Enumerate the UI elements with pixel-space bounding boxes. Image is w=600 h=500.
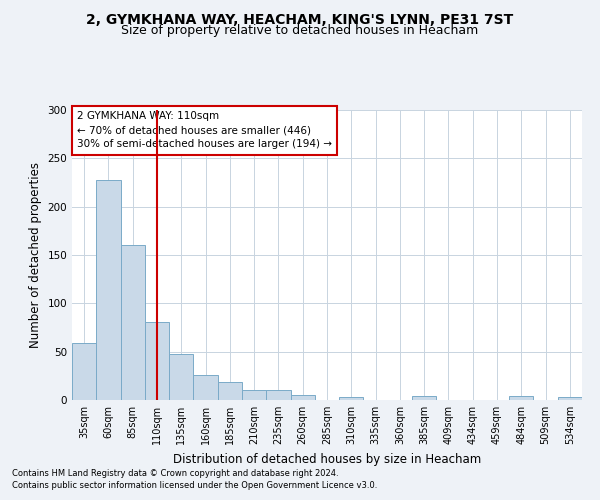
Bar: [145, 322, 169, 400]
Bar: [72, 343, 96, 400]
Bar: [96, 180, 121, 400]
Bar: [121, 246, 145, 400]
Bar: [169, 354, 193, 400]
Text: 2, GYMKHANA WAY, HEACHAM, KING'S LYNN, PE31 7ST: 2, GYMKHANA WAY, HEACHAM, KING'S LYNN, P…: [86, 12, 514, 26]
Bar: [218, 382, 242, 400]
Y-axis label: Number of detached properties: Number of detached properties: [29, 162, 42, 348]
Bar: [412, 396, 436, 400]
Text: Contains public sector information licensed under the Open Government Licence v3: Contains public sector information licen…: [12, 481, 377, 490]
Bar: [290, 395, 315, 400]
Bar: [509, 396, 533, 400]
X-axis label: Distribution of detached houses by size in Heacham: Distribution of detached houses by size …: [173, 452, 481, 466]
Bar: [242, 390, 266, 400]
Text: Size of property relative to detached houses in Heacham: Size of property relative to detached ho…: [121, 24, 479, 37]
Bar: [339, 397, 364, 400]
Bar: [266, 390, 290, 400]
Text: Contains HM Land Registry data © Crown copyright and database right 2024.: Contains HM Land Registry data © Crown c…: [12, 468, 338, 477]
Text: 2 GYMKHANA WAY: 110sqm
← 70% of detached houses are smaller (446)
30% of semi-de: 2 GYMKHANA WAY: 110sqm ← 70% of detached…: [77, 112, 332, 150]
Bar: [193, 375, 218, 400]
Bar: [558, 397, 582, 400]
